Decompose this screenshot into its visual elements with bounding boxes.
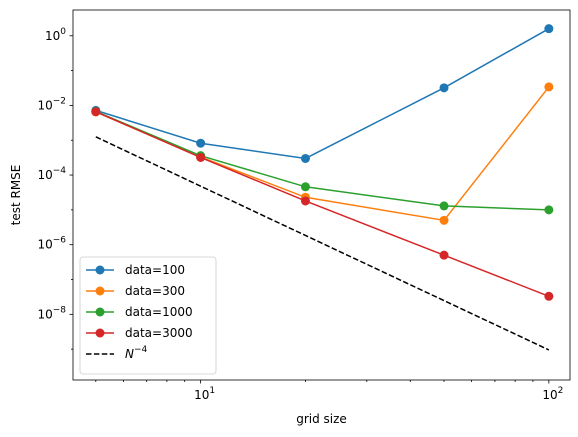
data-point-0-2 (300, 153, 310, 163)
data-point-0-4 (544, 24, 554, 34)
data-point-0-3 (439, 83, 449, 93)
y-tick-label-3: 10−2 (37, 96, 66, 112)
data-point-0-1 (196, 138, 206, 148)
series-line-1 (95, 86, 550, 222)
axis-ticks: 101 102 10−8 10−6 10−4 10−2 100 (37, 27, 563, 402)
legend-label-1: data=300 (125, 284, 185, 298)
data-point-3-0 (91, 107, 101, 117)
legend-marker-0 (95, 265, 105, 275)
plot-frame (72, 9, 571, 381)
y-tick-label-4: 100 (45, 27, 66, 43)
y-tick-label-2: 10−4 (37, 166, 66, 182)
legend-marker-3 (95, 328, 105, 338)
data-point-2-2 (300, 182, 310, 192)
data-point-1-3 (439, 215, 449, 225)
series-line-0 (95, 28, 550, 160)
legend-marker-2 (95, 307, 105, 317)
y-tick-label-0: 10−8 (37, 305, 66, 321)
legend-label-2: data=1000 (125, 305, 193, 319)
data-point-3-1 (196, 152, 206, 162)
legend-box (79, 256, 217, 375)
data-point-1-4 (544, 82, 554, 92)
y-axis-label: test RMSE (9, 165, 23, 226)
data-point-3-3 (439, 250, 449, 260)
legend-marker-1 (95, 286, 105, 296)
data-point-2-3 (439, 201, 449, 211)
legend-label-0: data=100 (125, 263, 185, 277)
data-point-3-2 (300, 196, 310, 206)
data-point-3-4 (544, 291, 554, 301)
x-tick-label-1: 102 (542, 386, 563, 402)
legend-label-4: N−4 (125, 345, 148, 361)
data-point-2-4 (544, 205, 554, 215)
series-line-2 (95, 110, 549, 211)
plot-area (72, 9, 571, 381)
legend-label-3: data=3000 (125, 326, 193, 340)
x-axis-label: grid size (296, 412, 347, 426)
y-tick-label-1: 10−6 (37, 236, 66, 252)
reference-line (95, 136, 550, 351)
x-tick-label-0: 101 (194, 386, 215, 402)
legend: data=100 data=300 data=1000 data=3000 N−4 (79, 256, 217, 375)
